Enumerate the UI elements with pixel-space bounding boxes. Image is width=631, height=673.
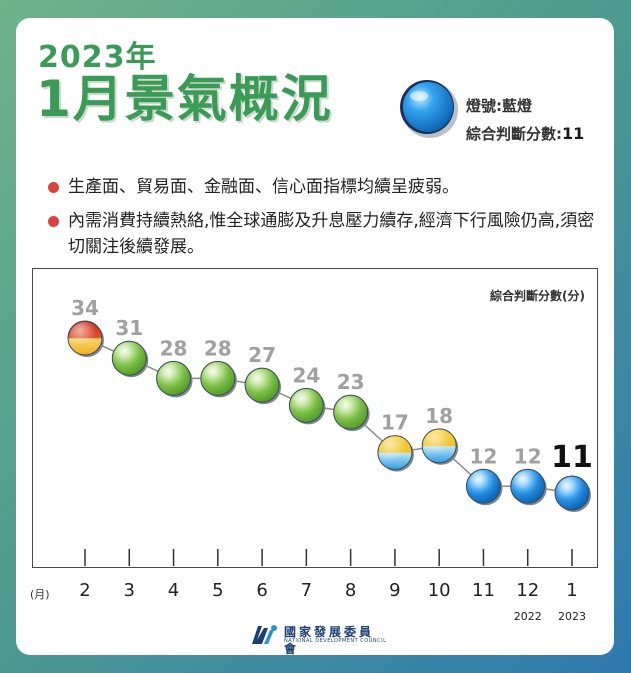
bullet-item: 生產面、貿易面、金融面、信心面指標均續呈疲弱。 [46,174,596,200]
data-point-green-ball [288,387,326,425]
signal-label: 燈號:藍燈 [466,97,532,115]
data-point-blue-ball [465,468,503,506]
data-label: 23 [337,370,365,394]
data-point-yellow-red-ball [67,320,104,357]
bullet-dot-icon [48,216,59,227]
data-label: 24 [292,363,320,387]
page-title: 1月景氣概況 [36,70,333,128]
ndc-logo: 國家發展委員會 NATIONAL DEVELOPMENT COUNCIL [248,622,386,655]
footer-org-cn: 國家發展委員會 [284,625,375,655]
series-line [84,337,573,494]
x-axis-unit-label: (月) [30,588,50,601]
data-point-green-ball [244,367,282,405]
bullet-item: 內需消費持續熱絡,惟全球通膨及升息壓力續存,經濟下行風險仍高,須密切關注後續發展… [46,208,596,260]
score-label: 綜合判斷分數: [466,125,562,143]
blue-signal-ball-icon [400,80,458,138]
data-point-green-ball [111,340,149,378]
data-label: 28 [160,336,188,360]
data-point-blue-ball [554,475,591,512]
summary-bullets: 生產面、貿易面、金融面、信心面指標均續呈疲弱。 內需消費持續熱絡,惟全球通膨及升… [46,174,596,268]
data-label: 31 [115,316,143,340]
data-label: 12 [514,444,542,468]
data-point-blue-ball [510,468,547,506]
bullet-dot-icon [48,182,59,193]
data-point-yellow-blue-ball [377,435,414,472]
data-label: 12 [470,444,498,468]
chart-ylabel: 綜合判斷分數(分) [490,289,585,303]
data-point-green-ball [156,360,193,398]
bullet-text: 生產面、貿易面、金融面、信心面指標均續呈疲弱。 [68,177,459,197]
data-point-yellow-blue-ball [421,428,459,465]
bullet-text: 內需消費持續熱絡,惟全球通膨及升息壓力續存,經濟下行風險仍高,須密切關注後續發展… [68,211,595,257]
data-point-green-ball [333,394,370,432]
data-label: 34 [71,296,99,320]
year-title: 2023年 [38,40,157,75]
data-label: 28 [204,336,232,360]
score-value: 11 [562,124,585,143]
signal-info: 燈號:藍燈 綜合判斷分數:11 [466,92,584,148]
infographic-card: 2023年 1月景氣概況 燈號:藍燈 綜合判斷分數:11 生產面、貿易面、金融面… [16,18,614,655]
footer-org-en: NATIONAL DEVELOPMENT COUNCIL [284,638,387,644]
data-label: 11 [551,440,593,475]
score-chart: 34 31 28 28 27 24 23 17 18 12 12 11 [67,296,593,566]
data-point-green-ball [200,360,237,398]
data-label: 18 [425,404,453,428]
data-label: 17 [381,411,409,435]
ndc-emblem-icon [252,625,277,644]
score-line: 綜合判斷分數:11 [466,120,584,148]
data-label: 27 [248,343,276,367]
